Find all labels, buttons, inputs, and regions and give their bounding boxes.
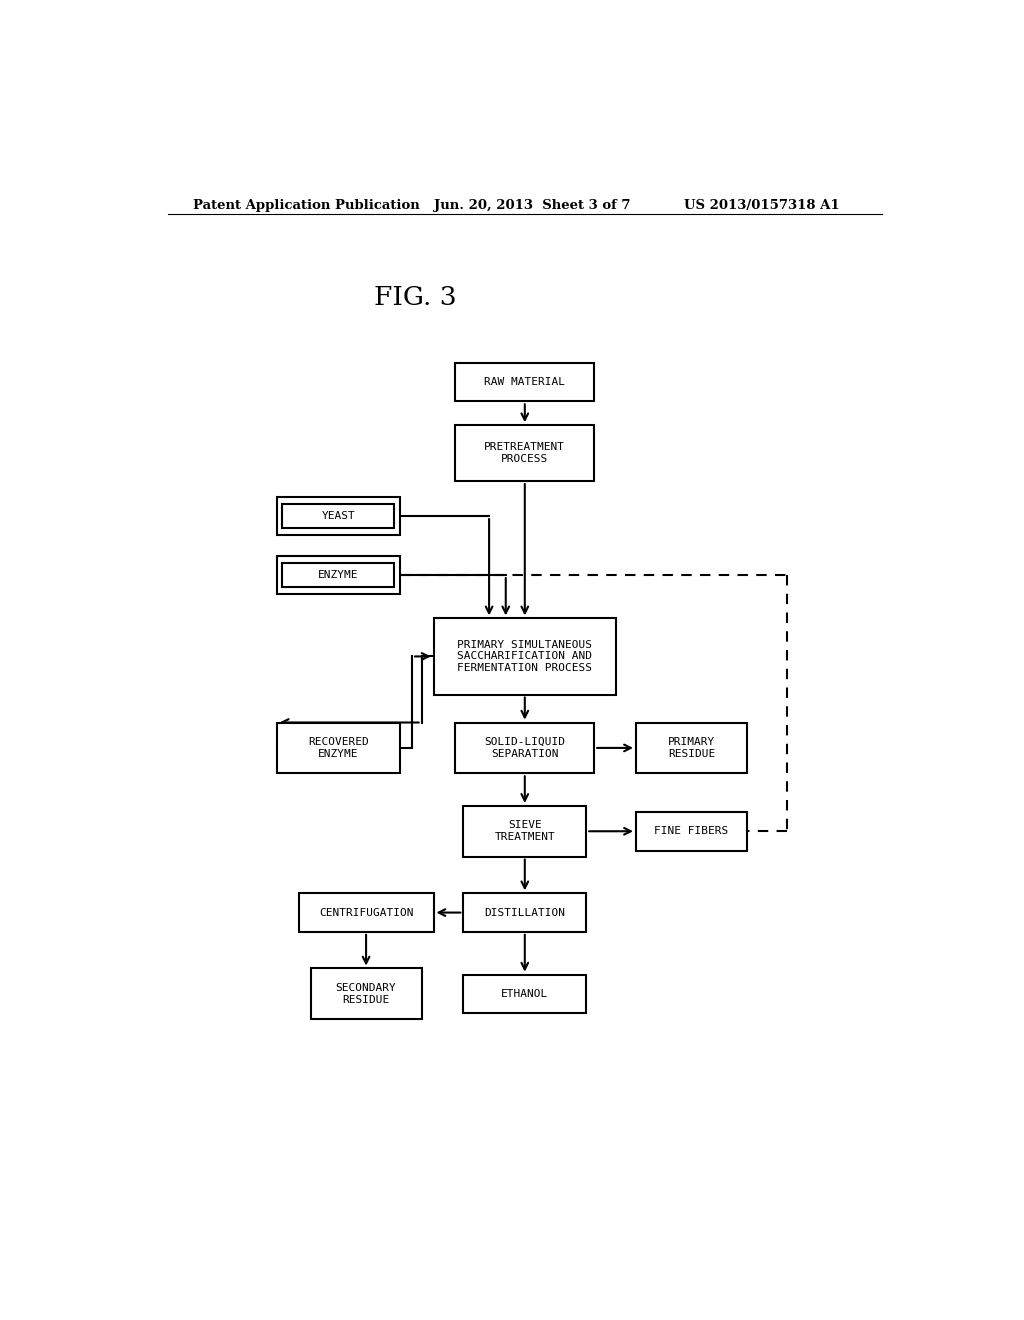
Bar [463,974,587,1014]
Bar [283,504,394,528]
Bar [276,722,399,774]
Text: ETHANOL: ETHANOL [501,989,549,999]
Bar [276,556,399,594]
Bar [456,363,594,401]
Text: RAW MATERIAL: RAW MATERIAL [484,378,565,387]
Text: DISTILLATION: DISTILLATION [484,908,565,917]
Text: RECOVERED
ENZYME: RECOVERED ENZYME [308,737,369,759]
Bar [456,425,594,480]
Text: FIG. 3: FIG. 3 [374,285,457,310]
Bar [276,496,399,536]
Bar [433,618,616,694]
Bar [310,969,422,1019]
Text: Jun. 20, 2013  Sheet 3 of 7: Jun. 20, 2013 Sheet 3 of 7 [433,199,630,213]
Bar [636,812,748,850]
Text: Patent Application Publication: Patent Application Publication [194,199,420,213]
Bar [456,722,594,774]
Text: SIEVE
TREATMENT: SIEVE TREATMENT [495,821,555,842]
Text: PRIMARY SIMULTANEOUS
SACCHARIFICATION AND
FERMENTATION PROCESS: PRIMARY SIMULTANEOUS SACCHARIFICATION AN… [458,640,592,673]
Text: SECONDARY
RESIDUE: SECONDARY RESIDUE [336,983,396,1005]
Bar [463,894,587,932]
Text: PRIMARY
RESIDUE: PRIMARY RESIDUE [668,737,715,759]
Text: PRETREATMENT
PROCESS: PRETREATMENT PROCESS [484,442,565,463]
Text: CENTRIFUGATION: CENTRIFUGATION [318,908,414,917]
Text: ENZYME: ENZYME [318,570,358,579]
Bar [636,722,748,774]
Text: US 2013/0157318 A1: US 2013/0157318 A1 [684,199,839,213]
Text: YEAST: YEAST [322,511,355,521]
Text: SOLID-LIQUID
SEPARATION: SOLID-LIQUID SEPARATION [484,737,565,759]
Text: FINE FIBERS: FINE FIBERS [654,826,729,837]
Bar [283,562,394,587]
Bar [299,894,433,932]
Bar [463,805,587,857]
